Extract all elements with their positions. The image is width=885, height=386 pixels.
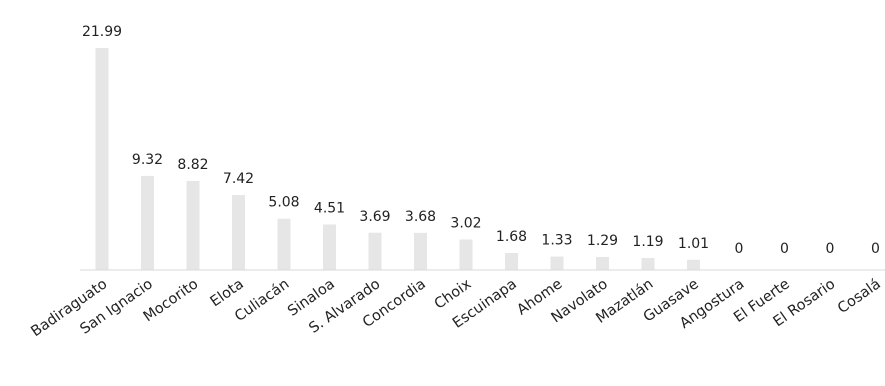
category-label-cat-17: Cosalá — [835, 276, 884, 317]
data-label-cat-12: 1.19 — [632, 234, 663, 250]
data-label-cat-4: 5.08 — [268, 195, 299, 211]
bar-cat-0 — [95, 48, 109, 270]
data-label-cat-7: 3.68 — [405, 209, 436, 225]
data-label-cat-11: 1.29 — [587, 233, 618, 249]
data-label-cat-5: 4.51 — [314, 200, 345, 216]
data-label-cat-17: 0 — [871, 241, 880, 257]
bar-cat-10 — [550, 256, 564, 270]
data-labels-layer: 21.99 9.32 8.82 7.42 5.08 4.51 3.69 3.68 3.02 1.6… — [82, 24, 880, 257]
bars-layer — [95, 48, 700, 270]
data-label-cat-10: 1.33 — [541, 233, 572, 249]
data-label-cat-16: 0 — [826, 241, 835, 257]
data-label-cat-13: 1.01 — [678, 236, 709, 252]
data-label-cat-15: 0 — [780, 241, 789, 257]
bar-cat-13 — [687, 259, 700, 270]
bar-cat-7 — [414, 232, 427, 270]
bar-cat-8 — [459, 239, 473, 270]
bar-cat-5 — [323, 224, 336, 270]
bar-cat-4 — [277, 218, 291, 270]
data-label-cat-9: 1.68 — [496, 229, 527, 245]
data-label-cat-0: 21.99 — [82, 24, 122, 40]
data-label-cat-1: 9.32 — [132, 152, 163, 168]
bar-cat-9 — [505, 253, 518, 270]
category-label-cat-0: Badiraguato — [28, 276, 110, 340]
data-label-cat-3: 7.42 — [223, 171, 254, 187]
bar-cat-11 — [596, 256, 609, 270]
bar-cat-6 — [368, 232, 382, 270]
bar-cat-2 — [186, 180, 200, 270]
bar-cat-3 — [232, 195, 245, 270]
bar-cat-12 — [641, 257, 655, 270]
data-label-cat-8: 3.02 — [450, 216, 481, 232]
data-label-cat-6: 3.69 — [359, 209, 390, 225]
data-label-cat-2: 8.82 — [177, 157, 208, 173]
data-label-cat-14: 0 — [735, 241, 744, 257]
bar-cat-1 — [141, 175, 154, 270]
